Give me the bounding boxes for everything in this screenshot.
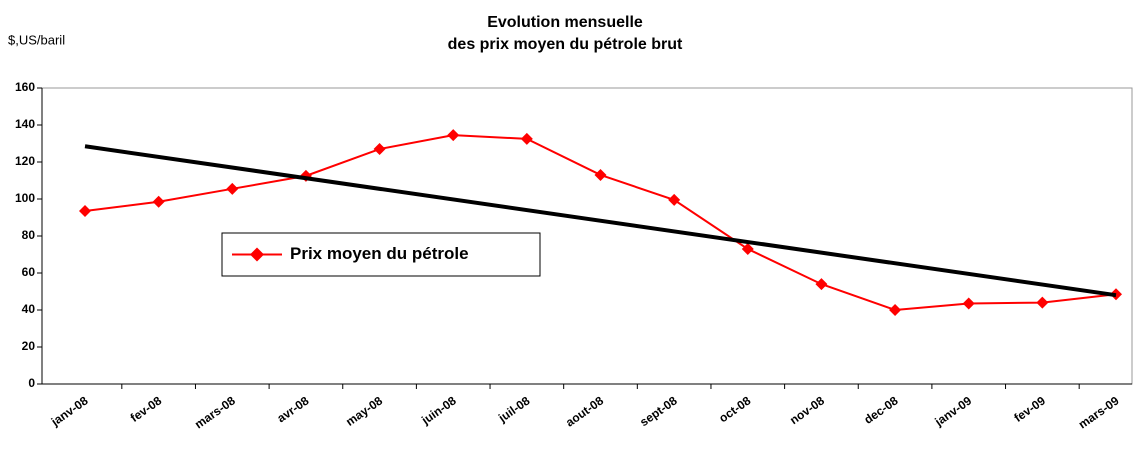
chart-title: des prix moyen du pétrole brut	[448, 36, 683, 53]
y-tick-label: 40	[22, 302, 36, 316]
x-tick-label: fev-08	[128, 393, 165, 425]
data-point	[152, 195, 165, 208]
y-tick-label: 0	[28, 376, 35, 390]
data-point	[447, 129, 460, 142]
y-axis-label: $,US/baril	[8, 32, 65, 47]
chart-title: Evolution mensuelle	[487, 14, 643, 31]
y-tick-label: 140	[15, 117, 35, 131]
legend-marker	[250, 247, 264, 262]
y-tick-label: 100	[15, 191, 35, 205]
data-point	[815, 278, 828, 291]
x-tick-label: aout-08	[563, 393, 606, 429]
x-tick-label: janv-09	[932, 393, 975, 429]
data-point	[79, 205, 91, 218]
x-tick-label: dec-08	[861, 393, 900, 426]
data-point	[741, 242, 754, 255]
data-point	[226, 182, 239, 195]
trend-line	[84, 144, 1117, 298]
data-point	[594, 168, 607, 181]
data-point	[962, 297, 975, 310]
x-tick-label: janv-08	[48, 393, 91, 429]
y-tick-label: 20	[22, 339, 36, 353]
x-tick-label: oct-08	[716, 393, 753, 425]
data-point	[889, 304, 902, 316]
x-tick-label: fev-09	[1011, 393, 1048, 425]
x-tick-label: juin-08	[418, 393, 459, 427]
plot-frame	[41, 87, 1133, 385]
legend-label: Prix moyen du pétrole	[290, 244, 469, 263]
x-tick-label: may-08	[343, 393, 385, 428]
data-point	[1036, 296, 1049, 309]
x-tick-label: juil-08	[495, 393, 533, 425]
y-tick-label: 160	[15, 80, 35, 94]
x-tick-label: nov-08	[787, 393, 827, 427]
x-tick-label: sept-08	[637, 393, 680, 429]
x-tick-label: avr-08	[274, 393, 311, 425]
x-tick-label: mars-08	[192, 393, 238, 431]
data-point	[668, 193, 681, 206]
y-tick-label: 60	[22, 265, 36, 279]
data-point	[520, 132, 533, 145]
y-tick-label: 80	[22, 228, 36, 242]
y-tick-label: 120	[15, 154, 35, 168]
data-point	[373, 143, 386, 156]
x-tick-label: mars-09	[1076, 393, 1122, 431]
